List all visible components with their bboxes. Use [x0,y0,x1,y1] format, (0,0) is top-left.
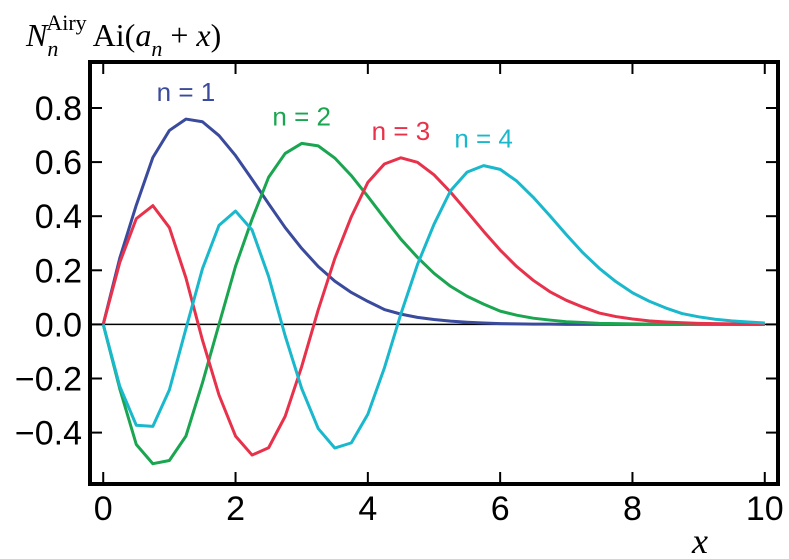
series-line [101,164,765,450]
y-label-part: n [47,36,58,61]
series-label: n = 1 [157,77,216,107]
x-tick-label: 10 [746,490,784,528]
x-tick-label: 4 [358,490,377,528]
series-label: n = 3 [372,116,431,146]
series-label: n = 2 [272,101,331,131]
y-label-part: Ai( [93,17,136,53]
x-tick-label: 0 [94,490,113,528]
y-axis-label: NnAiry Ai(an + x) [25,10,221,61]
y-label-part: ) [211,17,222,53]
y-tick-label: 0.0 [35,306,82,344]
y-tick-label: −0.4 [15,415,82,453]
x-axis-label: x [691,521,708,559]
x-tick-label: 2 [226,490,245,528]
y-label-part: n [151,36,162,61]
x-tick-label: 8 [623,490,642,528]
plot-frame [88,60,780,486]
y-tick-label: 0.4 [35,198,82,236]
x-tick-label: 6 [491,490,510,528]
y-label-part: + [162,17,196,53]
series-label: n = 4 [454,124,513,154]
y-tick-label: 0.8 [35,90,82,128]
y-label-part: x [195,17,210,53]
y-tick-label: −0.2 [15,361,82,399]
y-label-part: N [25,17,49,53]
series-line [101,156,765,457]
y-tick-label: 0.2 [35,252,82,290]
series-line [101,141,765,466]
y-label-part: Airy [46,10,86,35]
y-tick-label: 0.6 [35,144,82,182]
y-label-part: a [135,17,151,53]
